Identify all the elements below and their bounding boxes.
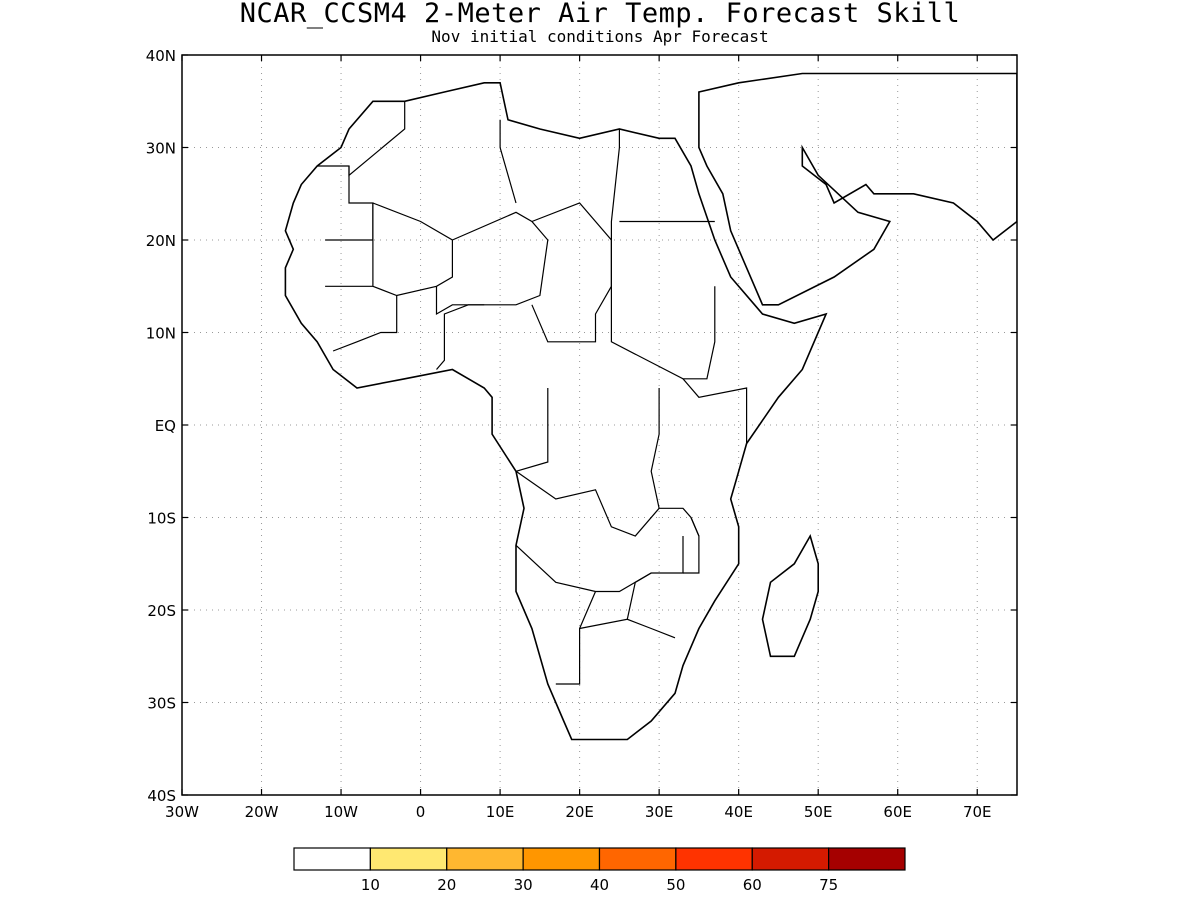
map-title: NCAR_CCSM4 2-Meter Air Temp. Forecast Sk…: [239, 0, 961, 29]
map-frame: [181, 54, 1018, 796]
country-border: [499, 119, 517, 204]
colorbar-label: 30: [514, 876, 533, 894]
colorbar-swatch: [675, 847, 753, 871]
skill-region-6: [707, 92, 1009, 268]
lat-tick-label: EQ: [155, 417, 176, 435]
lon-tick-label: 30W: [165, 803, 199, 821]
lat-tick-label: 30S: [147, 695, 176, 713]
country-border: [626, 572, 652, 620]
country-border: [372, 202, 453, 297]
lat-tick-label: 40N: [146, 47, 176, 65]
skill-region-17: [771, 555, 819, 657]
lon-tick-label: 40E: [724, 803, 753, 821]
colorbar-swatch: [828, 847, 906, 871]
lon-tick-label: 20W: [245, 803, 279, 821]
lon-tick-label: 10E: [486, 803, 515, 821]
skill-region-9: [786, 74, 993, 120]
country-border: [683, 517, 700, 574]
skill-region-0: [285, 111, 627, 342]
country-border: [650, 388, 700, 537]
axis-ticks: 30W 20W 10W 0 10E 20E 30E 40E 50E 60E 70E 40N 30N 20N…: [146, 47, 1017, 821]
lat-tick-label: 20N: [146, 232, 176, 250]
lon-tick-label: 50E: [804, 803, 833, 821]
skill-region-11: [508, 397, 548, 471]
lat-tick-label: 30N: [146, 140, 176, 158]
country-border: [515, 536, 684, 593]
lat-tick-label: 10S: [147, 510, 176, 528]
skill-region-13: [699, 407, 739, 463]
colorbar-swatch: [751, 847, 830, 871]
country-border: [435, 211, 549, 316]
skill-region-16: [611, 638, 675, 684]
country-border: [610, 129, 621, 240]
map-subtitle: Nov initial conditions Apr Forecast: [431, 27, 769, 46]
skill-shading: [285, 64, 1017, 739]
colorbar-label: 40: [590, 876, 609, 894]
lon-tick-label: 30E: [645, 803, 674, 821]
skill-region-14: [699, 462, 731, 518]
country-border: [317, 165, 374, 241]
colorbar-swatch: [446, 847, 524, 871]
arabia-coastline: [698, 72, 1017, 306]
colorbar-label: 10: [361, 876, 380, 894]
country-border: [436, 304, 485, 370]
colorbar-swatch: [293, 847, 371, 871]
country-border: [325, 203, 374, 287]
skill-region-3: [325, 231, 524, 314]
lon-tick-label: 20E: [565, 803, 594, 821]
colorbar-label: 20: [437, 876, 456, 894]
colorbar-swatch: [522, 847, 601, 871]
colorbar-label: 75: [819, 876, 838, 894]
lat-tick-label: 20S: [147, 602, 176, 620]
country-border: [531, 202, 613, 343]
colorbar-label: 60: [743, 876, 762, 894]
lat-tick-label: 10N: [146, 325, 176, 343]
africa-coastline: [284, 82, 828, 741]
country-border: [515, 470, 660, 537]
graticule: [182, 55, 1017, 795]
colorbar-swatch: [369, 847, 448, 871]
skill-region-15: [572, 629, 675, 740]
country-border: [579, 618, 676, 639]
colorbar-label: 50: [666, 876, 685, 894]
skill-region-10: [540, 342, 612, 388]
skill-region-4: [619, 138, 691, 175]
colorbar-swatch: [598, 847, 677, 871]
lon-tick-label: 10W: [324, 803, 358, 821]
lon-tick-label: 0: [416, 803, 426, 821]
country-border: [348, 101, 406, 177]
country-border: [610, 240, 716, 380]
country-border: [332, 295, 398, 352]
lon-tick-label: 70E: [963, 803, 992, 821]
country-border: [515, 388, 549, 472]
country-border: [555, 591, 597, 685]
country-border: [682, 378, 748, 444]
skill-region-8: [731, 138, 866, 231]
lon-tick-label: 60E: [883, 803, 912, 821]
madagascar-coastline: [761, 533, 820, 658]
colorbar: 10 20 30 40 50 60 75: [293, 847, 906, 894]
country-borders: [284, 72, 1017, 741]
lat-tick-label: 40S: [147, 787, 176, 805]
